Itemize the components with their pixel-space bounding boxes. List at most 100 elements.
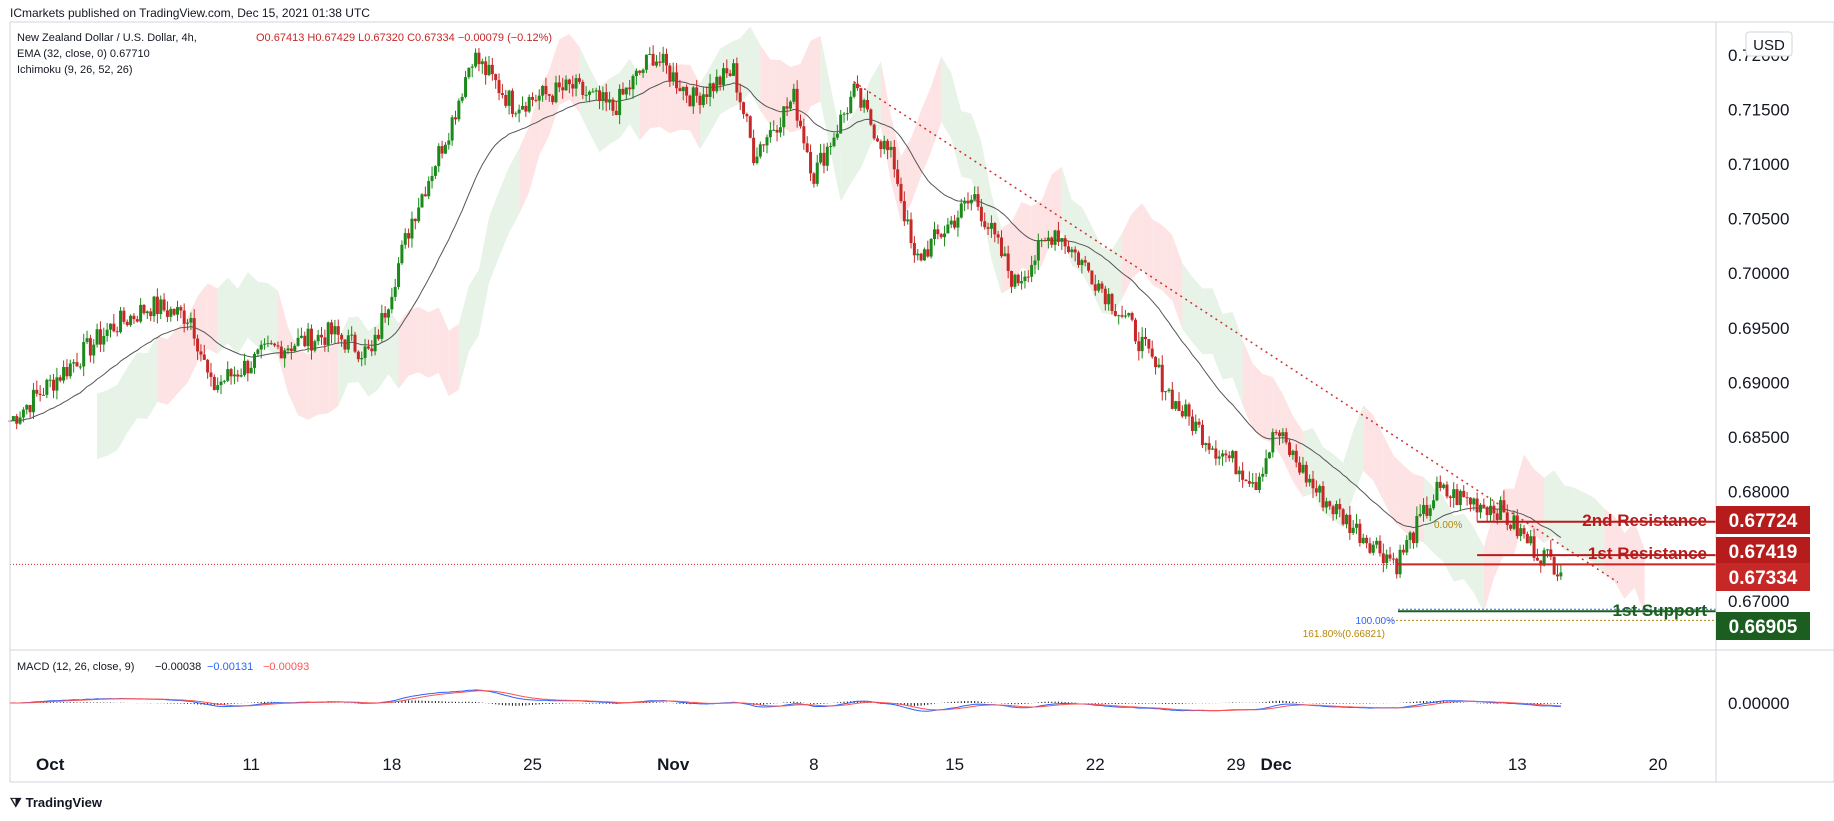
candle-body (1200, 424, 1204, 446)
candle-body (685, 86, 689, 96)
candle-body (829, 146, 833, 148)
candle-body (400, 244, 404, 264)
cloud-segment (127, 352, 138, 434)
cloud-segment (338, 317, 349, 407)
legend-ohlc: O0.67413 H0.67429 L0.67320 C0.67334 −0.0… (256, 32, 552, 44)
cloud-segment (458, 285, 469, 390)
candle-body (879, 141, 883, 150)
candle-body (266, 343, 270, 345)
candle-body (601, 92, 605, 102)
candle-body (293, 345, 297, 352)
candle-body (474, 52, 478, 67)
candle-body (370, 348, 374, 352)
candle-body (849, 96, 853, 114)
candle-body (88, 338, 92, 356)
cloud-segment (1393, 455, 1404, 531)
candle-body (376, 334, 380, 339)
cloud-segment (1513, 454, 1525, 555)
cloud-segment (589, 67, 600, 153)
cloud-segment (760, 45, 771, 126)
candle-body (788, 101, 792, 109)
candle-body (675, 72, 679, 89)
candle-body (1532, 536, 1536, 558)
currency-badge[interactable] (1745, 31, 1793, 57)
fib-161-label: 161.80%(0.66821) (1303, 629, 1385, 640)
candle-body (1411, 532, 1415, 544)
candle-body (1482, 504, 1486, 508)
candle-body (242, 360, 246, 376)
cloud-segment (911, 110, 922, 204)
candle-body (132, 315, 136, 320)
cloud-segment (921, 86, 932, 176)
candle-body (115, 331, 119, 333)
cloud-segment (629, 58, 640, 141)
time-axis[interactable]: Oct 11 18 25 Nov 8 15 22 29 Dec 13 20 (36, 755, 1667, 774)
candle-body (1351, 527, 1355, 534)
candle-body (594, 90, 598, 92)
candle-body (1247, 481, 1251, 484)
candle-body (1137, 341, 1141, 352)
candle-body (1311, 478, 1315, 489)
cloud-segment (1031, 200, 1042, 272)
candle-body (517, 109, 521, 114)
candle-body (360, 357, 364, 360)
candle-body (1425, 504, 1429, 516)
candle-body (973, 194, 977, 200)
cloud-segment (1524, 454, 1535, 535)
macd-tick-label: 0.00000 (1728, 694, 1789, 713)
candle-body (748, 116, 752, 138)
candle-body (142, 304, 146, 314)
candle-body (936, 229, 940, 235)
candle-body (1388, 554, 1392, 559)
macd-pane: 0.00000 (9, 689, 1789, 713)
candle-body (1026, 276, 1030, 278)
time-tick-label: 25 (523, 755, 542, 774)
candle-body (1445, 484, 1449, 497)
candle-body (1123, 315, 1127, 317)
cloud-segment (931, 56, 942, 152)
candle-body (795, 88, 799, 121)
candle-body (1271, 432, 1275, 453)
footer-brand[interactable]: ⧩ TradingView (10, 795, 102, 811)
macd-hist-value: −0.00038 (155, 661, 201, 673)
ema-path (9, 80, 1562, 538)
candle-body (62, 366, 66, 381)
candle-body (219, 381, 223, 386)
candle-body (1535, 557, 1539, 561)
candle-body (956, 217, 960, 228)
cloud-segment (1312, 428, 1324, 513)
candle-body (155, 296, 159, 315)
candle-body (102, 335, 106, 345)
cloud-segment (880, 61, 891, 182)
candle-body (932, 229, 936, 240)
candle-body (1060, 238, 1064, 242)
levels (10, 520, 1716, 621)
candle-body (393, 286, 397, 297)
candle-body (969, 199, 973, 204)
candle-body (309, 328, 313, 351)
cloud-segment (810, 35, 821, 107)
publish-header: ICmarkets published on TradingView.com, … (10, 6, 370, 20)
candle-body (839, 114, 843, 134)
candle-body (688, 95, 692, 107)
candle-body (1492, 505, 1496, 514)
candle-body (721, 68, 725, 85)
cloud-segment (137, 352, 148, 419)
candle-body (1505, 512, 1509, 525)
candle-body (239, 375, 243, 377)
cloud-segment (991, 194, 1002, 294)
candle-body (1321, 486, 1325, 508)
candle-body (919, 253, 923, 261)
second-resistance-badge (1716, 506, 1810, 534)
cloud-segment (780, 60, 791, 133)
candle-body (1428, 508, 1432, 516)
candle-body (15, 416, 19, 424)
candle-body (460, 96, 464, 101)
cloud-segment (689, 64, 701, 150)
candle-body (638, 70, 642, 73)
cloud-segment (1112, 233, 1123, 315)
cloud-segment (1413, 473, 1424, 543)
candle-body (718, 76, 722, 85)
candle-body (82, 342, 86, 367)
